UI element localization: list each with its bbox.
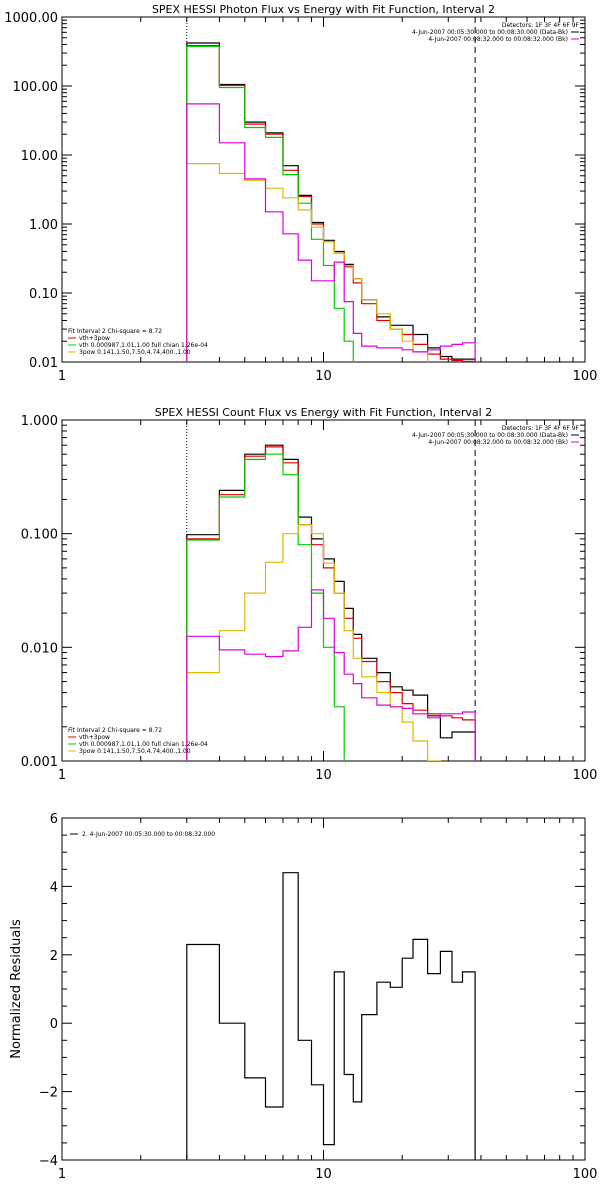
y-tick-label: 2 [50,949,58,964]
series-line-2 [186,45,476,362]
legend-entry-text: vth 0.000987,1.01,1.00 full chian 1.26e-… [79,741,208,748]
legend-entry-text: 2. 4-Jun-2007 00:05:30.000 to 00:08:32.0… [82,831,215,838]
plot-2: SPEX HESSI Count Flux vs Energy with Fit… [21,406,598,783]
series-line-3 [186,453,476,761]
series-line-2 [186,446,476,761]
x-tick-label: 10 [315,768,332,783]
legend-entry-text: Detectors: 1F 3F 4F 6F 9F [502,425,580,432]
y-axis-label: Normalized Residuals [9,919,24,1059]
series-line-4 [186,163,476,362]
y-tick-label: −2 [39,1086,58,1101]
y-tick-label: 0.001 [21,755,58,770]
x-tick-label: 1 [58,768,66,783]
x-tick-label: 100 [573,1167,598,1182]
legend-entry-text: vth+3pow [79,734,110,741]
y-tick-label: 100.00 [13,80,59,95]
y-tick-label: 1.000 [21,414,58,429]
chart-title: SPEX HESSI Count Flux vs Energy with Fit… [155,406,492,419]
y-tick-label: 10.00 [21,149,58,164]
series-line-5 [186,589,476,761]
legend-entry-text: Detectors: 1F 3F 4F 6F 9F [502,22,580,29]
chart-title: SPEX HESSI Photon Flux vs Energy with Fi… [152,3,495,16]
series-line-5 [186,103,476,362]
x-tick-label: 100 [573,768,598,783]
legend-entry-text: 3pow 0.141,1.50,7.50,4.74,400.,1.00 [79,748,191,755]
legend-entry-text: vth+3pow [79,335,110,342]
plot-frame [61,16,586,363]
x-tick-label: 1 [58,369,66,384]
plot-1: SPEX HESSI Photon Flux vs Energy with Fi… [4,3,598,384]
legend-entry-text: 4-Jun-2007 00:05:30.000 to 00:08:30.000 … [412,29,568,36]
series-line-1 [186,872,476,1160]
series-line-3 [186,45,476,362]
y-tick-label: 0.010 [21,641,58,656]
series-group [186,872,476,1160]
series-group [186,444,476,761]
y-tick-label: −4 [39,1154,58,1169]
x-tick-label: 1 [58,1167,66,1182]
y-tick-label: 1000.00 [4,11,58,26]
y-tick-label: 1.00 [29,218,58,233]
plot-3: 1 10 100 −4 −2 0 2 4 6 Normalized Residuals 2. 4-J… [9,812,597,1182]
legend-entry-text: 4-Jun-2007 00:08:32.000 to 00:08:32.000 … [428,439,568,446]
y-tick-label: 0.100 [21,528,58,543]
legend-entry-text: vth 0.000987,1.01,1.00 full chian 1.26e-… [79,342,208,349]
y-tick-label: 0.01 [29,356,58,371]
y-tick-label: 0 [50,1017,58,1032]
legend-entry-text: 4-Jun-2007 00:05:30.000 to 00:08:30.000 … [412,432,568,439]
series-line-4 [186,524,476,761]
legend-entry-text: Fit Interval 2 Chi-square = 8.72 [68,328,162,335]
legend-entry-text: Fit Interval 2 Chi-square = 8.72 [68,727,162,734]
x-tick-label: 10 [315,1167,332,1182]
y-tick-label: 6 [50,812,58,827]
x-tick-label: 10 [315,369,332,384]
legend-entry-text: 3pow 0.141,1.50,7.50,4.74,400.,1.00 [79,349,191,356]
y-tick-label: 0.10 [29,287,58,302]
x-tick-label: 100 [573,369,598,384]
series-line-1 [186,42,476,362]
series-group [186,42,476,362]
y-tick-label: 4 [50,880,58,895]
legend-entry-text: 4-Jun-2007 00:08:32.000 to 00:08:32.000 … [428,36,568,43]
